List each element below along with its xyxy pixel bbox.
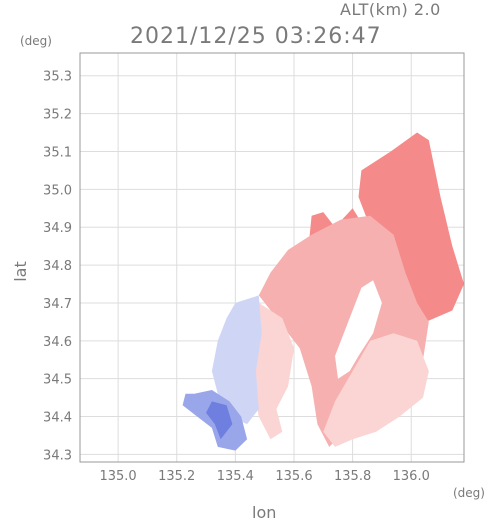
x-axis-unit: (deg) <box>453 486 485 500</box>
x-tick-label-0: 135.0 <box>99 469 136 484</box>
y-tick-label-1: 34.4 <box>43 411 72 426</box>
y-tick-label-10: 35.3 <box>43 70 72 85</box>
plot-frame <box>79 52 465 463</box>
altitude-label: ALT(km) 2.0 <box>340 0 441 19</box>
x-tick-label-4: 135.8 <box>334 469 371 484</box>
x-tick-label-1: 135.2 <box>158 469 195 484</box>
y-tick-labels: 34.3 34.4 34.5 34.6 34.7 34.8 34.9 35.0 35.1 35.2… <box>43 70 72 464</box>
southwest-strong-blue-echo <box>206 401 233 440</box>
y-tick-label-4: 34.7 <box>43 297 72 312</box>
x-tick-label-5: 136.0 <box>393 469 430 484</box>
y-tick-label-5: 34.8 <box>43 259 72 274</box>
x-tick-label-2: 135.4 <box>217 469 254 484</box>
y-tick-label-6: 34.9 <box>43 221 72 236</box>
y-tick-label-2: 34.5 <box>43 373 72 388</box>
y-tick-label-3: 34.6 <box>43 335 72 350</box>
echo-regions <box>182 132 464 451</box>
timestamp: 2021/12/25 03:26:47 <box>130 24 382 49</box>
lake-gap <box>335 280 382 379</box>
x-axis-label: lon <box>252 503 277 522</box>
y-tick-label-8: 35.1 <box>43 145 72 160</box>
y-tick-label-0: 34.3 <box>43 448 72 463</box>
west-light-blue-echo <box>211 295 262 425</box>
y-tick-label-7: 35.0 <box>43 183 72 198</box>
x-tick-labels: 135.0 135.2 135.4 135.6 135.8 136.0 <box>99 469 429 484</box>
x-tick-label-3: 135.6 <box>275 469 312 484</box>
y-axis-unit: (deg) <box>20 34 52 48</box>
southeast-light-echo <box>323 333 429 447</box>
y-tick-label-9: 35.2 <box>43 108 72 123</box>
